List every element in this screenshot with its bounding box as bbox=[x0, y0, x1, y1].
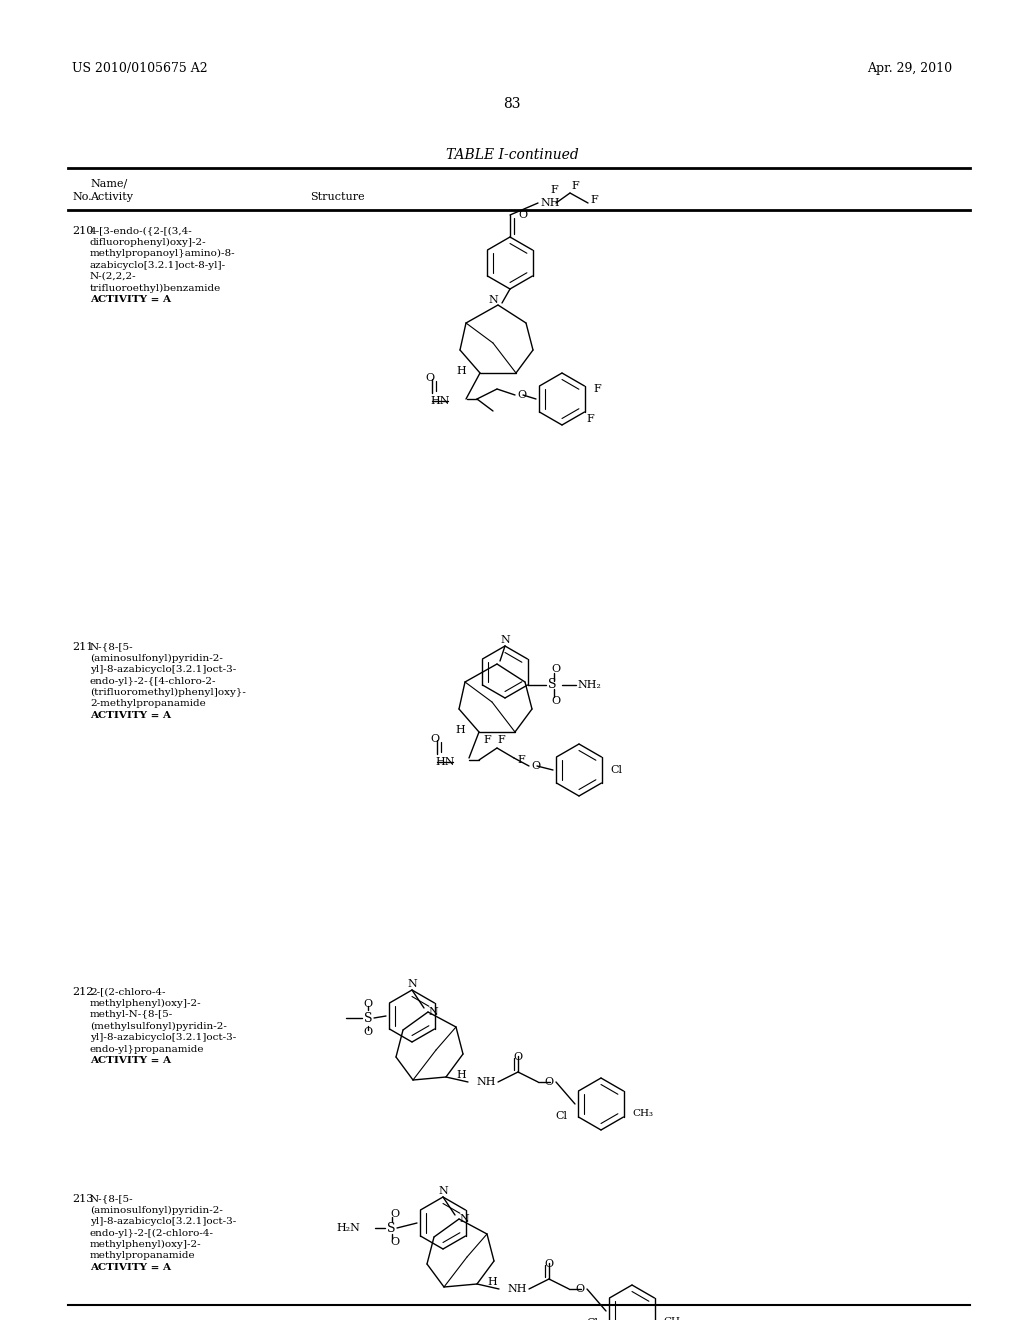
Text: methyl-N-{8-[5-: methyl-N-{8-[5- bbox=[90, 1010, 173, 1019]
Text: trifluoroethyl)benzamide: trifluoroethyl)benzamide bbox=[90, 284, 221, 293]
Text: S: S bbox=[548, 678, 556, 692]
Text: N-{8-[5-: N-{8-[5- bbox=[90, 642, 133, 651]
Text: F: F bbox=[497, 735, 505, 744]
Text: US 2010/0105675 A2: US 2010/0105675 A2 bbox=[72, 62, 208, 75]
Text: F: F bbox=[550, 185, 558, 195]
Text: Activity: Activity bbox=[90, 191, 133, 202]
Text: F: F bbox=[571, 181, 579, 191]
Text: F: F bbox=[483, 735, 490, 744]
Text: O: O bbox=[551, 664, 560, 675]
Text: O: O bbox=[551, 696, 560, 706]
Text: 4-[3-endo-({2-[(3,4-: 4-[3-endo-({2-[(3,4- bbox=[90, 226, 193, 235]
Text: N: N bbox=[500, 635, 510, 645]
Text: 2-[(2-chloro-4-: 2-[(2-chloro-4- bbox=[90, 987, 166, 997]
Text: methylphenyl)oxy]-2-: methylphenyl)oxy]-2- bbox=[90, 998, 202, 1007]
Text: S: S bbox=[387, 1221, 395, 1234]
Text: 210: 210 bbox=[72, 226, 93, 236]
Text: ACTIVITY = A: ACTIVITY = A bbox=[90, 294, 171, 304]
Text: yl]-8-azabicyclo[3.2.1]oct-3-: yl]-8-azabicyclo[3.2.1]oct-3- bbox=[90, 665, 237, 675]
Text: S: S bbox=[364, 1011, 373, 1024]
Text: O: O bbox=[518, 210, 527, 220]
Text: difluorophenyl)oxy]-2-: difluorophenyl)oxy]-2- bbox=[90, 238, 207, 247]
Text: O: O bbox=[517, 389, 526, 400]
Text: Apr. 29, 2010: Apr. 29, 2010 bbox=[867, 62, 952, 75]
Text: 2-methylpropanamide: 2-methylpropanamide bbox=[90, 700, 206, 709]
Text: Name/: Name/ bbox=[90, 178, 127, 187]
Text: O: O bbox=[364, 1027, 373, 1038]
Text: O: O bbox=[390, 1237, 399, 1247]
Text: O: O bbox=[513, 1052, 522, 1063]
Text: O: O bbox=[545, 1259, 554, 1269]
Text: ACTIVITY = A: ACTIVITY = A bbox=[90, 711, 171, 719]
Text: N-{8-[5-: N-{8-[5- bbox=[90, 1195, 133, 1203]
Text: Cl: Cl bbox=[610, 766, 622, 775]
Text: N: N bbox=[438, 1185, 447, 1196]
Text: yl]-8-azabicyclo[3.2.1]oct-3-: yl]-8-azabicyclo[3.2.1]oct-3- bbox=[90, 1217, 237, 1226]
Text: O: O bbox=[531, 762, 540, 771]
Text: azabicyclo[3.2.1]oct-8-yl]-: azabicyclo[3.2.1]oct-8-yl]- bbox=[90, 260, 226, 269]
Text: HN: HN bbox=[435, 756, 455, 767]
Text: TABLE I-continued: TABLE I-continued bbox=[445, 148, 579, 162]
Text: 83: 83 bbox=[503, 96, 521, 111]
Text: endo-yl}propanamide: endo-yl}propanamide bbox=[90, 1044, 205, 1053]
Text: N-(2,2,2-: N-(2,2,2- bbox=[90, 272, 136, 281]
Text: F: F bbox=[586, 414, 594, 424]
Text: methylphenyl)oxy]-2-: methylphenyl)oxy]-2- bbox=[90, 1239, 202, 1249]
Text: Structure: Structure bbox=[310, 191, 365, 202]
Text: H₂N: H₂N bbox=[336, 1224, 360, 1233]
Text: methylpropanamide: methylpropanamide bbox=[90, 1251, 196, 1261]
Text: NH: NH bbox=[540, 198, 559, 209]
Text: H: H bbox=[457, 366, 466, 376]
Text: Cl: Cl bbox=[555, 1111, 567, 1121]
Text: O: O bbox=[390, 1209, 399, 1218]
Text: endo-yl}-2-[(2-chloro-4-: endo-yl}-2-[(2-chloro-4- bbox=[90, 1229, 214, 1238]
Text: ACTIVITY = A: ACTIVITY = A bbox=[90, 1263, 171, 1272]
Text: F: F bbox=[593, 384, 601, 393]
Text: CH₃: CH₃ bbox=[632, 1110, 653, 1118]
Text: N: N bbox=[488, 294, 498, 305]
Text: (aminosulfonyl)pyridin-2-: (aminosulfonyl)pyridin-2- bbox=[90, 653, 223, 663]
Text: F: F bbox=[590, 195, 598, 205]
Text: O: O bbox=[430, 734, 439, 744]
Text: (trifluoromethyl)phenyl]oxy}-: (trifluoromethyl)phenyl]oxy}- bbox=[90, 688, 246, 697]
Text: N: N bbox=[459, 1214, 469, 1224]
Text: H: H bbox=[456, 725, 465, 735]
Text: 212: 212 bbox=[72, 987, 93, 997]
Text: 213: 213 bbox=[72, 1195, 93, 1204]
Text: yl]-8-azabicyclo[3.2.1]oct-3-: yl]-8-azabicyclo[3.2.1]oct-3- bbox=[90, 1034, 237, 1041]
Text: O: O bbox=[544, 1077, 553, 1086]
Text: endo-yl}-2-{[4-chloro-2-: endo-yl}-2-{[4-chloro-2- bbox=[90, 676, 216, 685]
Text: No.: No. bbox=[72, 191, 91, 202]
Text: HN: HN bbox=[430, 396, 450, 407]
Text: ACTIVITY = A: ACTIVITY = A bbox=[90, 1056, 171, 1065]
Text: N: N bbox=[428, 1007, 437, 1016]
Text: O: O bbox=[425, 374, 434, 383]
Text: O: O bbox=[575, 1284, 584, 1294]
Text: 211: 211 bbox=[72, 642, 93, 652]
Text: NH: NH bbox=[476, 1077, 496, 1086]
Text: (methylsulfonyl)pyridin-2-: (methylsulfonyl)pyridin-2- bbox=[90, 1022, 227, 1031]
Text: Cl: Cl bbox=[586, 1317, 598, 1320]
Text: N: N bbox=[408, 979, 417, 989]
Text: CH₃: CH₃ bbox=[663, 1316, 684, 1320]
Text: O: O bbox=[364, 999, 373, 1008]
Text: (aminosulfonyl)pyridin-2-: (aminosulfonyl)pyridin-2- bbox=[90, 1205, 223, 1214]
Text: H: H bbox=[487, 1276, 497, 1287]
Text: NH₂: NH₂ bbox=[578, 680, 601, 690]
Text: F: F bbox=[517, 755, 524, 766]
Text: H: H bbox=[456, 1071, 466, 1080]
Text: methylpropanoyl}amino)-8-: methylpropanoyl}amino)-8- bbox=[90, 249, 236, 259]
Text: NH: NH bbox=[507, 1284, 526, 1294]
